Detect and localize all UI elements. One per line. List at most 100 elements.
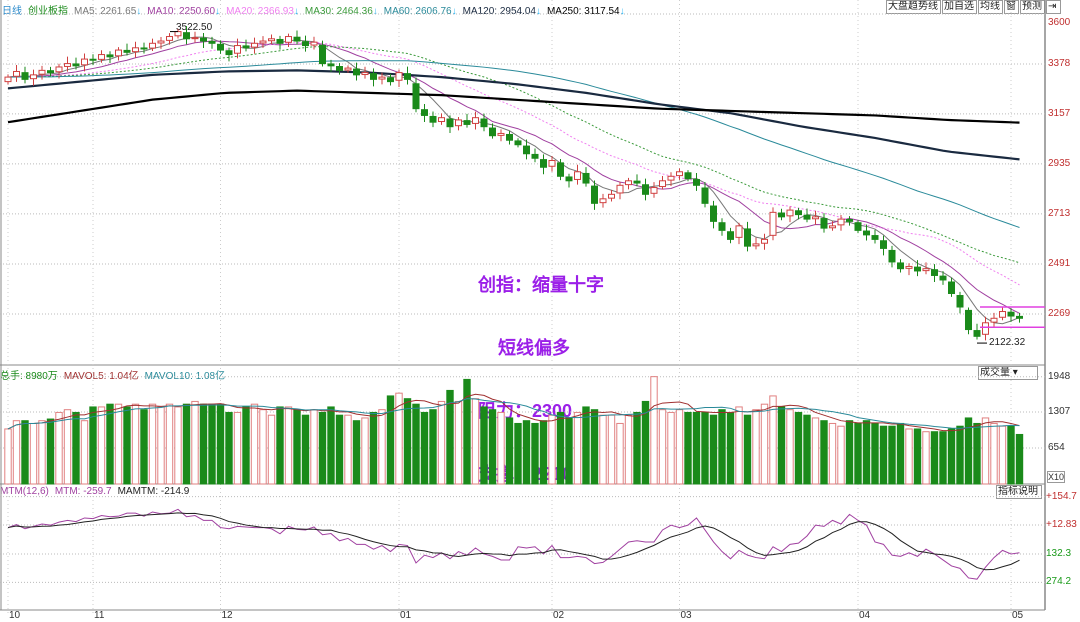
volume-bar (55, 411, 63, 485)
candle-body (727, 231, 734, 240)
candle-body (948, 281, 955, 294)
candle-body (72, 63, 80, 67)
candle-body (276, 38, 284, 44)
volume-bar (650, 376, 658, 485)
volume-unit: X10 (1047, 471, 1066, 483)
mtm-tick-label: +12.83 (1046, 519, 1077, 530)
toolbar-button[interactable]: 加自选 (942, 0, 977, 14)
volume-bar (888, 425, 896, 485)
volume-bar (497, 411, 505, 485)
ma-legend-item: MA30: 2464.36↓ (305, 6, 378, 17)
volume-bar (905, 428, 913, 485)
indicator-explain-button[interactable]: 指标说明 (996, 485, 1042, 499)
candle-body (412, 83, 420, 110)
candle-body (302, 41, 309, 47)
candle-body (259, 40, 267, 44)
volume-bar (828, 422, 837, 485)
candle-body (30, 74, 37, 80)
candle-body (931, 269, 938, 276)
volume-bar (964, 417, 973, 485)
volume-bar (403, 398, 412, 485)
candle-body (523, 145, 530, 155)
candle-body (1007, 311, 1015, 317)
volume-bar (488, 409, 497, 485)
candle-body (217, 43, 224, 51)
candle-body (1016, 315, 1023, 319)
candle-body (47, 70, 54, 74)
candle-body (752, 243, 760, 247)
volume-bar (709, 414, 718, 485)
candle-body (548, 160, 556, 167)
volume-bar (233, 411, 242, 485)
toolbar-button[interactable]: ⇥ (1046, 0, 1061, 14)
candle-body (761, 238, 768, 244)
volume-bar (72, 411, 80, 485)
candle-body (183, 32, 190, 40)
ma30-line (7, 46, 1020, 264)
candle-body (489, 127, 496, 137)
annotation-line: 创指：缩量十字 (478, 275, 604, 295)
volume-bar (284, 406, 293, 485)
volume-bar (973, 422, 981, 485)
low-label: 2122.32 (989, 337, 1026, 349)
volume-bar (675, 409, 684, 485)
volume-bar (38, 420, 46, 485)
ma-legend-item: MA20: 2366.93↓ (226, 6, 299, 17)
volume-bar (395, 392, 403, 485)
candle-body (429, 115, 437, 123)
candle-body (693, 179, 700, 186)
high-label: 3522.50 (176, 21, 213, 33)
volume-bar (786, 409, 794, 485)
ma20-line (7, 41, 1020, 286)
volume-bar (845, 420, 854, 485)
volume-bar (803, 414, 811, 485)
volume-bar (454, 400, 463, 485)
candle-body (98, 54, 105, 60)
candle-body (106, 54, 114, 58)
volume-bar (276, 406, 284, 485)
candle-body (633, 180, 641, 184)
volume-tick-label: 1307 (1048, 406, 1071, 418)
ma-legend-label: MA250: 3117.54 (546, 6, 620, 17)
volume-bar (327, 406, 335, 485)
volume-bar (293, 409, 301, 485)
mavol5: MAVOL5: 1.04亿 (63, 371, 139, 382)
ma250-line (7, 89, 1020, 124)
volume-bar (913, 428, 922, 485)
candle-body (608, 193, 615, 199)
candle-body (854, 222, 862, 231)
candle-body (769, 211, 777, 236)
candle-body (21, 72, 29, 80)
candle-body (591, 185, 598, 204)
candle-body (242, 45, 250, 49)
candle-body (710, 205, 717, 222)
candle-body (208, 40, 216, 44)
candle-body (803, 214, 811, 220)
candle-body (472, 117, 479, 124)
candle-body (888, 249, 896, 263)
month-label: 12 (221, 610, 233, 621)
price-tick-label: 3378 (1048, 58, 1071, 70)
volume-bar (250, 403, 259, 485)
period-label[interactable]: 日线 (2, 6, 22, 17)
candle-body (786, 209, 794, 217)
volume-bar (114, 403, 123, 485)
candle-body (999, 311, 1006, 318)
volume-bar (556, 411, 565, 485)
mtm-line (7, 508, 1020, 580)
candle-body (506, 133, 513, 141)
volume-bar (191, 400, 199, 485)
volume-bar (930, 431, 939, 485)
volume-bar (947, 428, 956, 485)
volume-bar (437, 400, 446, 485)
volume-tick-label: 654 (1048, 442, 1065, 453)
candle-body (480, 118, 488, 128)
price-tick-label: 2269 (1048, 308, 1071, 319)
volume-bar (29, 422, 38, 485)
toolbar-button[interactable]: 大盘趋势线 (886, 0, 941, 14)
down-arrow-icon: ↓ (451, 6, 457, 17)
candle-body (846, 218, 853, 222)
volume-bar (624, 414, 633, 485)
volume-bar (301, 414, 310, 485)
